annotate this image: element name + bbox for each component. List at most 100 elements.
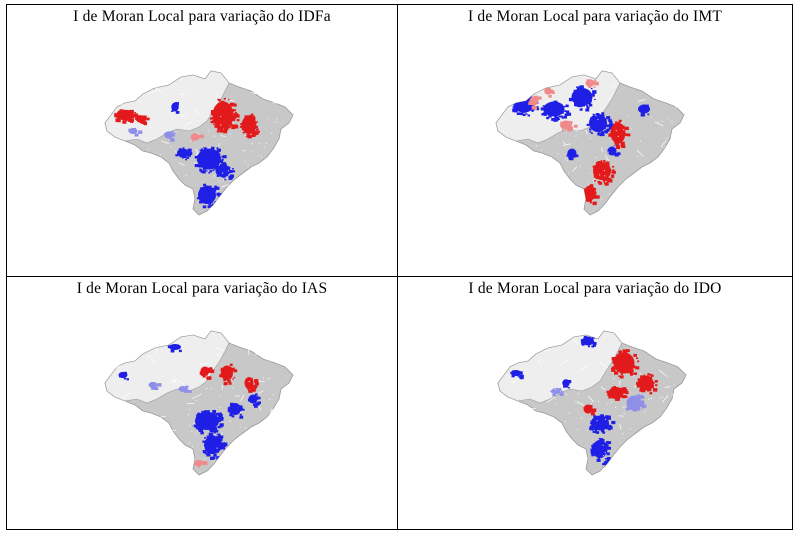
municipality-low-low	[170, 349, 175, 353]
municipality-high-high	[642, 377, 644, 380]
boundary-line	[278, 93, 281, 96]
boundary-line	[178, 380, 184, 385]
municipality-speck	[174, 150, 177, 152]
municipality-high-high	[639, 388, 643, 392]
municipality-high-high	[640, 375, 645, 379]
municipality-low-low	[214, 422, 218, 425]
municipality-high-high	[654, 380, 658, 383]
municipality-high-high	[199, 371, 204, 375]
municipality-high-high	[228, 367, 233, 371]
municipality-high-high	[219, 120, 224, 124]
municipality-low-low	[201, 200, 204, 202]
municipality-speck	[541, 442, 544, 444]
municipality-high-high	[204, 368, 207, 371]
municipality-low-low	[206, 421, 211, 424]
municipality-low-low	[232, 167, 234, 170]
municipality-low-low	[613, 151, 617, 154]
municipality-high-low	[528, 101, 533, 105]
municipality-low-low	[208, 190, 213, 193]
municipality-low-low	[205, 164, 208, 166]
municipality-high-high	[222, 116, 226, 120]
municipality-high-high	[632, 372, 636, 375]
municipality-high-high	[628, 354, 631, 356]
municipality-low-high	[630, 402, 633, 404]
municipality-low-low	[608, 119, 612, 123]
municipality-speck	[277, 432, 279, 434]
municipality-low-low	[207, 416, 211, 420]
boundary-line	[251, 91, 256, 95]
municipality-low-low	[553, 100, 558, 104]
municipality-speck	[671, 120, 673, 122]
municipality-speck	[635, 194, 637, 197]
boundary-line	[671, 394, 678, 398]
municipality-high-high	[647, 385, 650, 387]
municipality-low-low	[227, 172, 230, 175]
municipality-speck	[248, 381, 250, 383]
municipality-high-high	[610, 394, 614, 397]
municipality-low-low	[556, 113, 559, 115]
municipality-high-high	[233, 369, 238, 373]
municipality-low-high	[636, 407, 640, 411]
municipality-low-low	[586, 100, 591, 105]
municipality-speck	[613, 146, 616, 148]
municipality-speck	[188, 409, 191, 411]
municipality-speck	[187, 386, 189, 388]
municipality-low-low	[199, 168, 202, 171]
boundary-line	[554, 451, 561, 458]
municipality-high-high	[597, 161, 602, 165]
municipality-high-high	[588, 192, 593, 195]
municipality-high-high	[213, 123, 215, 126]
municipality-speck	[641, 198, 643, 200]
municipality-low-low	[592, 443, 596, 446]
municipality-low-low	[200, 431, 204, 435]
municipality-low-low	[197, 426, 200, 428]
municipality-high-high	[210, 110, 214, 112]
municipality-low-low	[202, 422, 207, 426]
municipality-low-low	[590, 117, 592, 119]
municipality-low-low	[605, 131, 608, 134]
municipality-speck	[188, 425, 191, 427]
municipality-high-low	[568, 120, 573, 125]
municipality-low-low	[171, 109, 175, 112]
municipality-low-low	[585, 337, 589, 340]
boundary-line	[118, 449, 128, 452]
municipality-low-low	[212, 196, 216, 199]
municipality-high-high	[652, 388, 658, 392]
municipality-low-low	[554, 117, 559, 121]
municipality-low-low	[608, 425, 613, 430]
municipality-speck	[145, 459, 147, 461]
municipality-low-low	[565, 110, 570, 114]
municipality-high-high	[616, 390, 619, 393]
municipality-low-low	[595, 426, 600, 430]
municipality-low-low	[239, 415, 244, 419]
municipality-low-high	[163, 132, 167, 135]
municipality-low-low	[151, 81, 154, 84]
municipality-speck	[216, 434, 218, 436]
municipality-speck	[214, 135, 216, 137]
municipality-low-low	[516, 112, 520, 115]
municipality-low-low	[223, 442, 228, 447]
municipality-low-low	[567, 386, 570, 389]
municipality-low-low	[593, 429, 597, 432]
municipality-high-high	[251, 116, 256, 121]
municipality-low-low	[598, 445, 601, 448]
municipality-low-low	[611, 149, 614, 152]
municipality-low-low	[647, 113, 650, 116]
municipality-low-low	[216, 174, 220, 177]
lisa-clusters	[510, 335, 675, 468]
municipality-speck	[194, 434, 197, 436]
municipality-speck	[632, 183, 635, 185]
municipality-low-low	[600, 414, 605, 418]
municipality-high-high	[249, 385, 254, 390]
municipality-speck	[575, 401, 577, 403]
municipality-low-low	[601, 429, 605, 433]
municipality-low-low	[588, 128, 592, 131]
municipality-low-low	[597, 132, 602, 136]
boundary-line	[160, 415, 167, 418]
municipality-low-low	[606, 463, 608, 465]
municipality-low-low	[559, 110, 564, 114]
municipality-high-high	[622, 353, 627, 357]
municipality-high-high	[642, 377, 646, 381]
municipality-low-low	[212, 441, 216, 445]
municipality-speck	[569, 461, 571, 463]
